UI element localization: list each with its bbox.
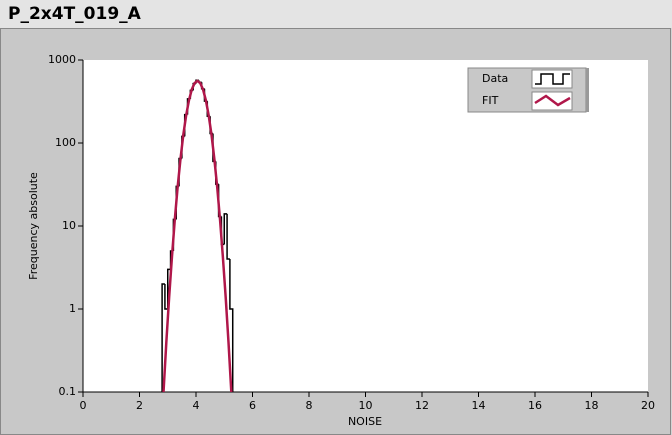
- chart-title: P_2x4T_019_A: [8, 4, 142, 24]
- fit-line: [162, 79, 233, 392]
- x-tick-label: 14: [472, 399, 486, 412]
- y-axis-label: Frequency absolute: [27, 172, 40, 280]
- x-tick-label: 18: [585, 399, 599, 412]
- x-tick-label: 6: [249, 399, 256, 412]
- y-tick-label: 1: [69, 302, 76, 315]
- legend-swatch-box: [531, 69, 573, 89]
- histogram-step: [161, 283, 165, 392]
- histogram-step: [223, 213, 228, 245]
- histogram-step: [226, 213, 230, 260]
- legend: Data FIT: [467, 67, 589, 113]
- x-tick-label: 2: [136, 399, 143, 412]
- title-bar: [0, 0, 672, 28]
- x-tick-label: 10: [359, 399, 373, 412]
- x-axis-label: NOISE: [348, 415, 382, 428]
- x-tick-label: 4: [193, 399, 200, 412]
- legend-icon: [534, 94, 571, 107]
- x-tick-label: 8: [306, 399, 313, 412]
- legend-edge: [586, 68, 589, 112]
- x-tick-label: 16: [528, 399, 542, 412]
- legend-label: FIT: [482, 94, 499, 107]
- y-tick-label: 100: [55, 136, 76, 149]
- plot-area: [83, 60, 648, 392]
- plot-marks: [161, 79, 234, 392]
- histogram-step: [167, 268, 171, 309]
- y-tick-label: 1000: [48, 53, 76, 66]
- legend-label: Data: [482, 72, 508, 85]
- y-tick-label: 0.1: [59, 385, 77, 398]
- x-tick-label: 12: [415, 399, 429, 412]
- x-tick-label: 20: [641, 399, 655, 412]
- x-tick-label: 0: [80, 399, 87, 412]
- y-tick-label: 10: [62, 219, 76, 232]
- histogram-step: [229, 259, 234, 392]
- legend-icon: [535, 73, 570, 85]
- histogram-step: [164, 284, 168, 310]
